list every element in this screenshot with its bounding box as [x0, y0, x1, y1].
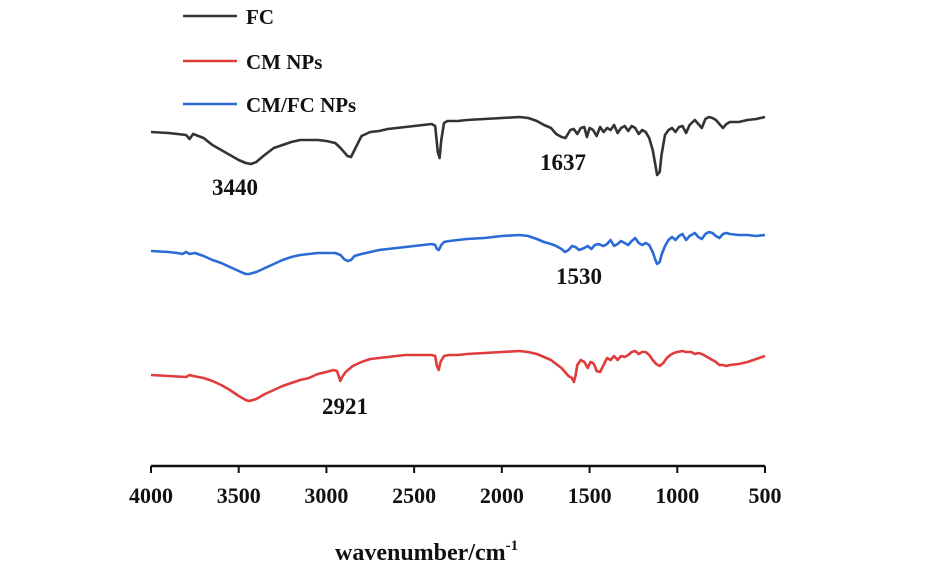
annotation-3440: 3440 [212, 175, 258, 200]
peak-annotations: 3440 1637 1530 2921 [212, 150, 602, 419]
x-axis: 4000 3500 3000 2500 2000 1500 1000 500 [129, 464, 782, 508]
x-tick-label-3500: 3500 [217, 483, 261, 508]
annotation-2921: 2921 [322, 394, 368, 419]
x-tick-label-2500: 2500 [392, 483, 436, 508]
x-tick-label-1000: 1000 [655, 483, 699, 508]
series-line-cm-fc-nps [150, 230, 766, 276]
legend: FC CM NPs CM/FC NPs [183, 5, 356, 117]
legend-label-fc: FC [246, 5, 274, 29]
x-tick-label-4000: 4000 [129, 483, 173, 508]
legend-label-cm-fc-nps: CM/FC NPs [246, 93, 356, 117]
series-line-cm-nps [150, 349, 766, 403]
legend-label-cm-nps: CM NPs [246, 50, 322, 74]
x-tick-label-1500: 1500 [568, 483, 612, 508]
series-group [150, 115, 766, 403]
x-axis-title: wavenumber/cm-1 [335, 538, 518, 566]
x-axis-title-superscript: -1 [506, 538, 519, 554]
series-line-fc [150, 115, 766, 177]
annotation-1637: 1637 [540, 150, 586, 175]
x-tick-label-2000: 2000 [480, 483, 524, 508]
x-tick-label-3000: 3000 [304, 483, 348, 508]
annotation-1530: 1530 [556, 264, 602, 289]
x-tick-label-500: 500 [749, 483, 782, 508]
x-axis-title-text: wavenumber/cm-1 [335, 538, 518, 566]
